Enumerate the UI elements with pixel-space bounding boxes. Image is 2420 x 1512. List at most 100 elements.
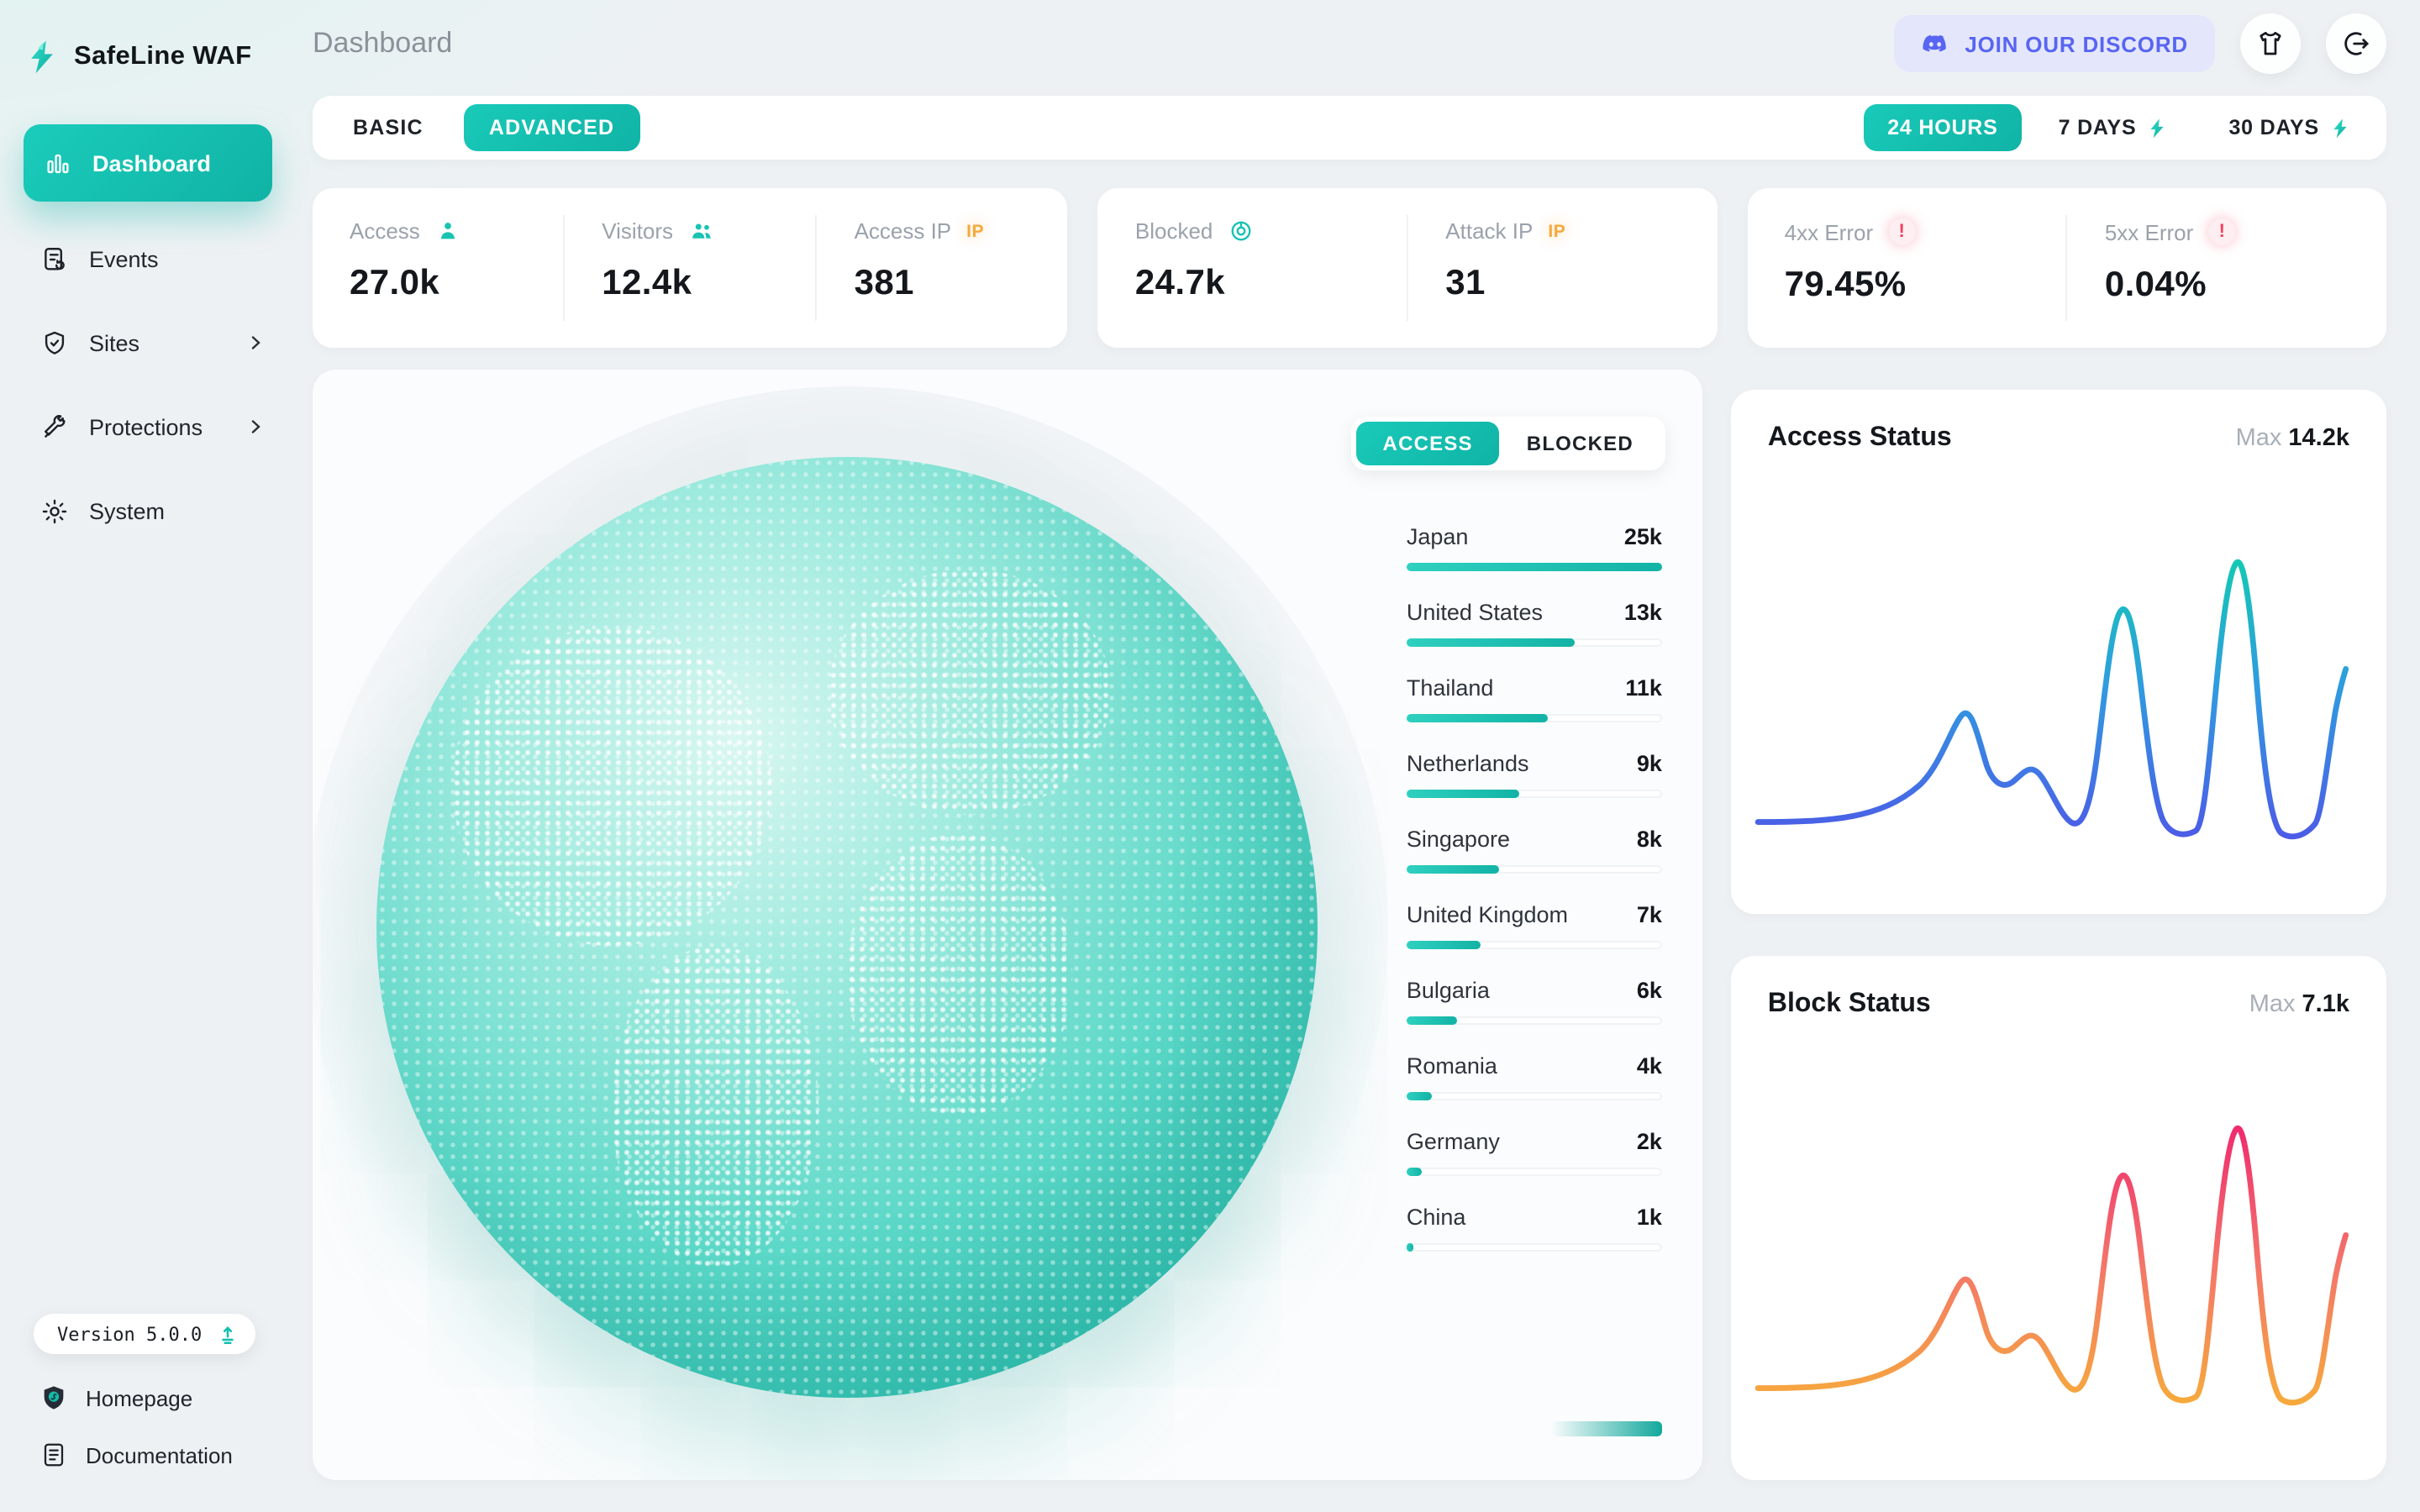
upgrade-arrow-icon [222,1326,234,1344]
globe-dot-texture [376,457,1318,1398]
country-bar-track [1406,638,1662,647]
breadcrumb: Dashboard [313,27,453,59]
toggle-access[interactable]: ACCESS [1355,422,1500,465]
country-row[interactable]: Germany 2k [1406,1129,1662,1176]
stat-card-errors: 4xx Error ! 79.45% 5xx Error ! 0.04% [1747,188,2386,348]
country-bar-fill [1406,1168,1423,1176]
country-value: 9k [1636,751,1662,776]
country-value: 8k [1636,827,1662,852]
country-bar-track [1406,941,1662,949]
toggle-blocked[interactable]: BLOCKED [1526,432,1634,455]
country-value: 11k [1625,675,1662,701]
country-value: 6k [1636,978,1662,1003]
access-status-chart [1751,512,2366,890]
country-row[interactable]: Thailand 11k [1406,675,1662,722]
stat-card-blocked: Blocked 24.7k Attack IP IP 31 [1097,188,1718,348]
chevron-right-icon [251,420,260,433]
join-discord-button[interactable]: JOIN OUR DISCORD [1894,15,2215,72]
lightning-icon [2333,118,2347,138]
access-status-title: Access Status [1767,423,1952,452]
country-value: 2k [1636,1129,1662,1154]
range-7-days[interactable]: 7 DAYS [2035,104,2192,151]
range-24-hours[interactable]: 24 HOURS [1864,104,2022,151]
stat-4xx-error: 4xx Error ! 79.45% [1748,215,2066,321]
country-row[interactable]: United States 13k [1406,600,1662,647]
block-status-chart [1751,1079,2366,1457]
country-value: 4k [1636,1053,1662,1079]
stat-label: Visitors [602,218,674,244]
continent-north-america [451,626,772,947]
block-status-card: Block Status Max 7.1k [1730,956,2386,1480]
block-status-title: Block Status [1767,990,1931,1018]
stat-value: 79.45% [1784,265,1907,304]
sidebar-item-system[interactable]: System [40,494,266,528]
stats-row: Access 27.0k Visitors [313,188,2386,348]
bar-chart-icon [47,153,69,173]
tshirt-icon [2260,31,2281,55]
version-badge[interactable]: Version 5.0.0 [34,1314,256,1354]
user-icon [440,223,455,239]
top-actions: JOIN OUR DISCORD [1894,13,2386,74]
country-row[interactable]: United Kingdom 7k [1406,902,1662,949]
documentation-label: Documentation [86,1442,233,1467]
stat-label: Blocked [1134,218,1213,244]
merch-button[interactable] [2240,13,2301,74]
discord-label: JOIN OUR DISCORD [1965,31,2188,56]
access-status-card: Access Status Max 14.2k [1730,390,2386,914]
max-label: Max [2235,425,2282,452]
homepage-link[interactable]: Homepage [40,1384,289,1411]
country-name: Japan [1406,524,1469,549]
logout-button[interactable] [2326,13,2386,74]
stat-label: Attack IP [1445,218,1534,244]
country-name: Netherlands [1406,751,1529,776]
stat-label: 5xx Error [2104,219,2194,244]
country-bar-fill [1406,1243,1414,1252]
continent-africa [847,833,1073,1116]
globe-visualization [376,457,1318,1398]
country-row[interactable]: Singapore 8k [1406,827,1662,874]
country-value: 13k [1623,600,1662,625]
brand-name: SafeLine WAF [74,42,252,71]
sidebar-item-protections[interactable]: Protections [40,410,266,444]
stat-value: 381 [854,264,914,302]
continent-south-america [612,946,819,1267]
country-value: 7k [1636,902,1662,927]
country-bar-fill [1406,941,1481,949]
sidebar-item-sites[interactable]: Sites [40,326,266,360]
max-value: 7.1k [2302,991,2349,1018]
world-map-panel: ACCESS BLOCKED Japan 25k [313,370,1702,1480]
stat-card-access: Access 27.0k Visitors [313,188,1068,348]
events-log-icon [45,247,65,270]
country-row[interactable]: Japan 25k [1406,524,1662,571]
country-row[interactable]: Bulgaria 6k [1406,978,1662,1025]
tab-advanced[interactable]: ADVANCED [463,104,640,151]
stat-value: 12.4k [602,264,692,302]
tab-basic[interactable]: BASIC [353,116,424,139]
brand: SafeLine WAF [24,34,289,81]
country-name: China [1406,1205,1466,1230]
country-name: Singapore [1406,827,1510,852]
ip-badge-icon: IP [1548,221,1566,241]
country-row[interactable]: Romania 4k [1406,1053,1662,1100]
stat-value: 24.7k [1134,264,1225,302]
country-bar-fill [1406,638,1576,647]
users-icon [692,223,710,239]
range-30-days[interactable]: 30 DAYS [2205,104,2375,151]
sidebar-footer: Version 5.0.0 Homepage Documentation [24,1314,289,1468]
documentation-link[interactable]: Documentation [40,1441,289,1468]
range-label: 30 DAYS [2228,116,2319,139]
sidebar: SafeLine WAF Dashboard Events [0,0,289,1512]
ip-badge-icon: IP [966,221,985,241]
country-row[interactable]: China 1k [1406,1205,1662,1252]
sidebar-item-dashboard[interactable]: Dashboard [24,124,272,202]
sidebar-item-label: Dashboard [92,150,212,176]
status-column: Access Status Max 14.2k [1730,390,2386,1512]
safeline-logo-icon [31,40,53,74]
homepage-shield-icon [44,1386,64,1410]
alert-icon: ! [1888,218,1916,245]
sidebar-item-label: Events [89,246,159,271]
stat-label: 4xx Error [1784,219,1874,244]
sidebar-item-events[interactable]: Events [40,242,266,276]
country-row[interactable]: Netherlands 9k [1406,751,1662,798]
